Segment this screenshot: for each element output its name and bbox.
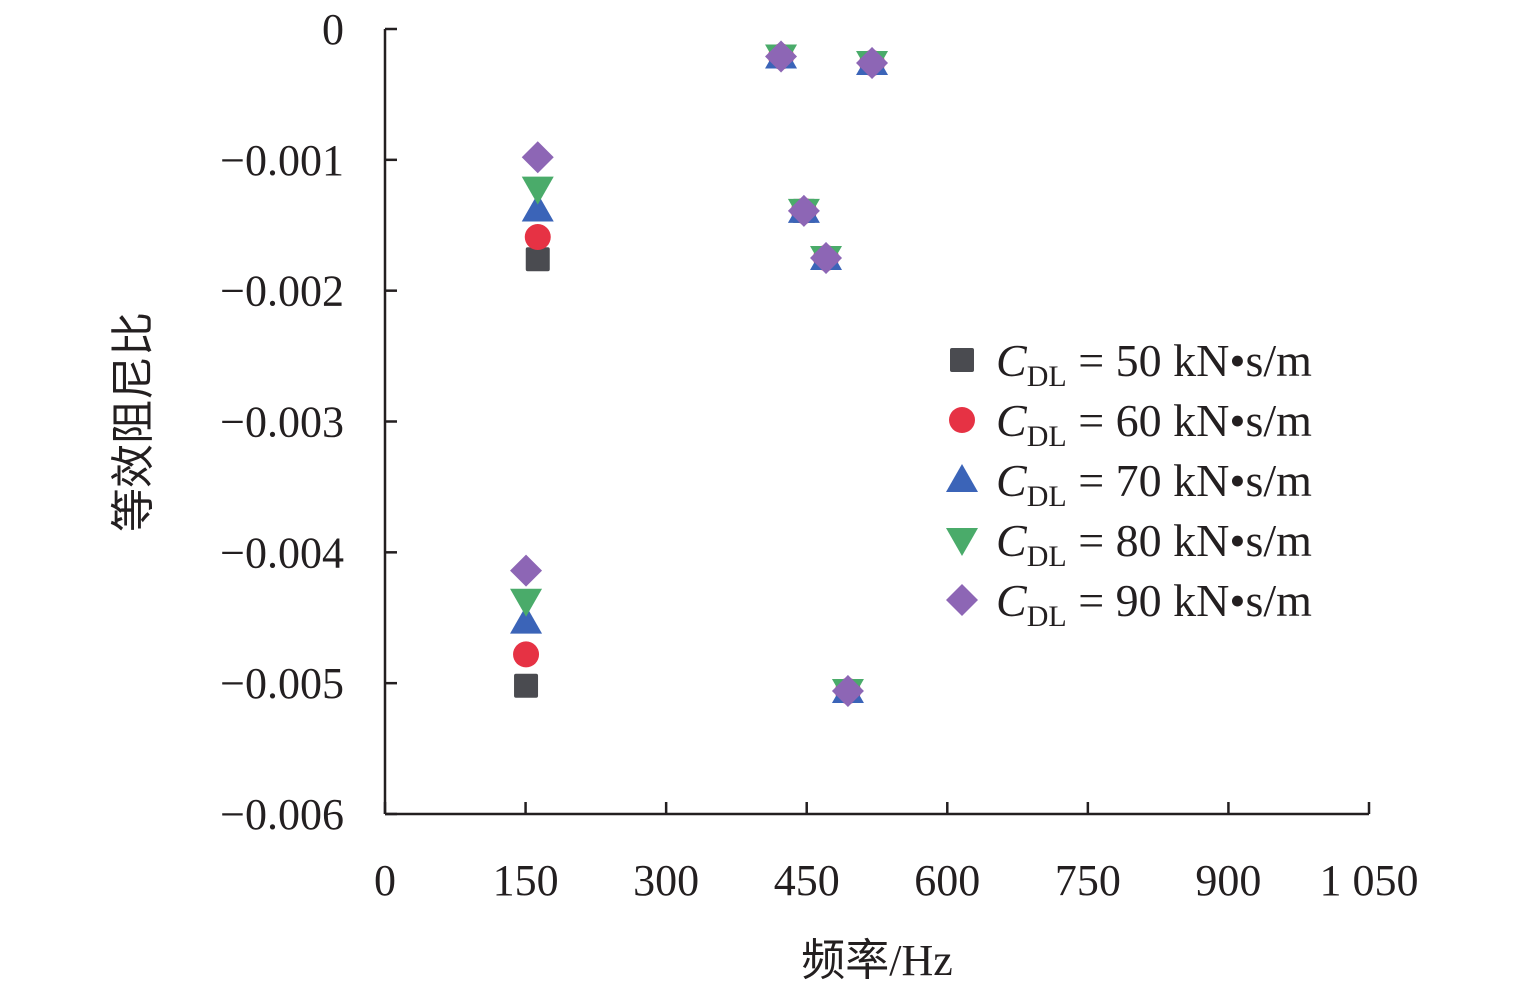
data-point <box>810 241 843 274</box>
data-point <box>765 40 798 73</box>
series-diamond <box>510 40 889 708</box>
legend-label: CDL = 50 kN•s/m <box>996 335 1312 393</box>
data-points <box>510 40 889 708</box>
x-tick-label: 300 <box>633 856 699 905</box>
y-tick-label: −0.006 <box>220 790 344 839</box>
x-axis-title: 频率/Hz <box>801 936 953 985</box>
x-tick-label: 600 <box>914 856 980 905</box>
legend-label: CDL = 90 kN•s/m <box>996 575 1312 633</box>
x-tick-label: 0 <box>374 856 396 905</box>
legend-marker-square <box>950 348 974 372</box>
series-square <box>514 44 885 704</box>
series-circle <box>513 43 886 705</box>
legend-label: CDL = 80 kN•s/m <box>996 515 1312 573</box>
y-axis-title: 等效阻尼比 <box>109 312 158 532</box>
data-point <box>510 554 543 587</box>
legend-item: CDL = 80 kN•s/m <box>946 515 1312 573</box>
series-triangle-up <box>510 40 889 704</box>
legend-item: CDL = 60 kN•s/m <box>949 395 1312 453</box>
data-point <box>521 193 554 222</box>
y-tick-label: −0.003 <box>220 398 344 447</box>
y-tick-label: −0.005 <box>220 659 344 708</box>
legend-item: CDL = 90 kN•s/m <box>946 575 1312 633</box>
data-point <box>510 605 543 634</box>
y-tick-label: −0.004 <box>220 528 344 577</box>
x-tick-label: 1 050 <box>1320 856 1419 905</box>
data-point <box>525 247 550 272</box>
legend-item: CDL = 50 kN•s/m <box>950 335 1312 393</box>
data-point <box>521 141 554 174</box>
data-point <box>856 47 889 80</box>
legend-marker-diamond <box>946 584 978 616</box>
data-point <box>510 588 543 617</box>
y-tick-label: −0.002 <box>220 267 344 316</box>
data-point <box>521 176 554 205</box>
x-tick-label: 900 <box>1195 856 1261 905</box>
legend-label: CDL = 60 kN•s/m <box>996 395 1312 453</box>
data-point <box>513 641 540 668</box>
data-point <box>831 675 864 708</box>
data-point <box>787 194 820 227</box>
legend-marker-triangle-down <box>946 528 978 556</box>
legend-marker-triangle-up <box>946 464 978 492</box>
series-triangle-down <box>510 44 889 708</box>
data-point <box>514 673 539 698</box>
legend-marker-circle <box>949 407 975 433</box>
y-tick-label: −0.001 <box>220 136 344 185</box>
legend-label: CDL = 70 kN•s/m <box>996 455 1312 513</box>
data-point <box>524 224 551 251</box>
x-tick-label: 750 <box>1055 856 1121 905</box>
y-tick-label: 0 <box>322 5 344 54</box>
x-tick-label: 450 <box>774 856 840 905</box>
legend-item: CDL = 70 kN•s/m <box>946 455 1312 513</box>
axes: 0 150 300 450 600 750 900 1 050 0 −0.001 −0.002 −0.… <box>220 5 1418 905</box>
x-tick-label: 150 <box>493 856 559 905</box>
